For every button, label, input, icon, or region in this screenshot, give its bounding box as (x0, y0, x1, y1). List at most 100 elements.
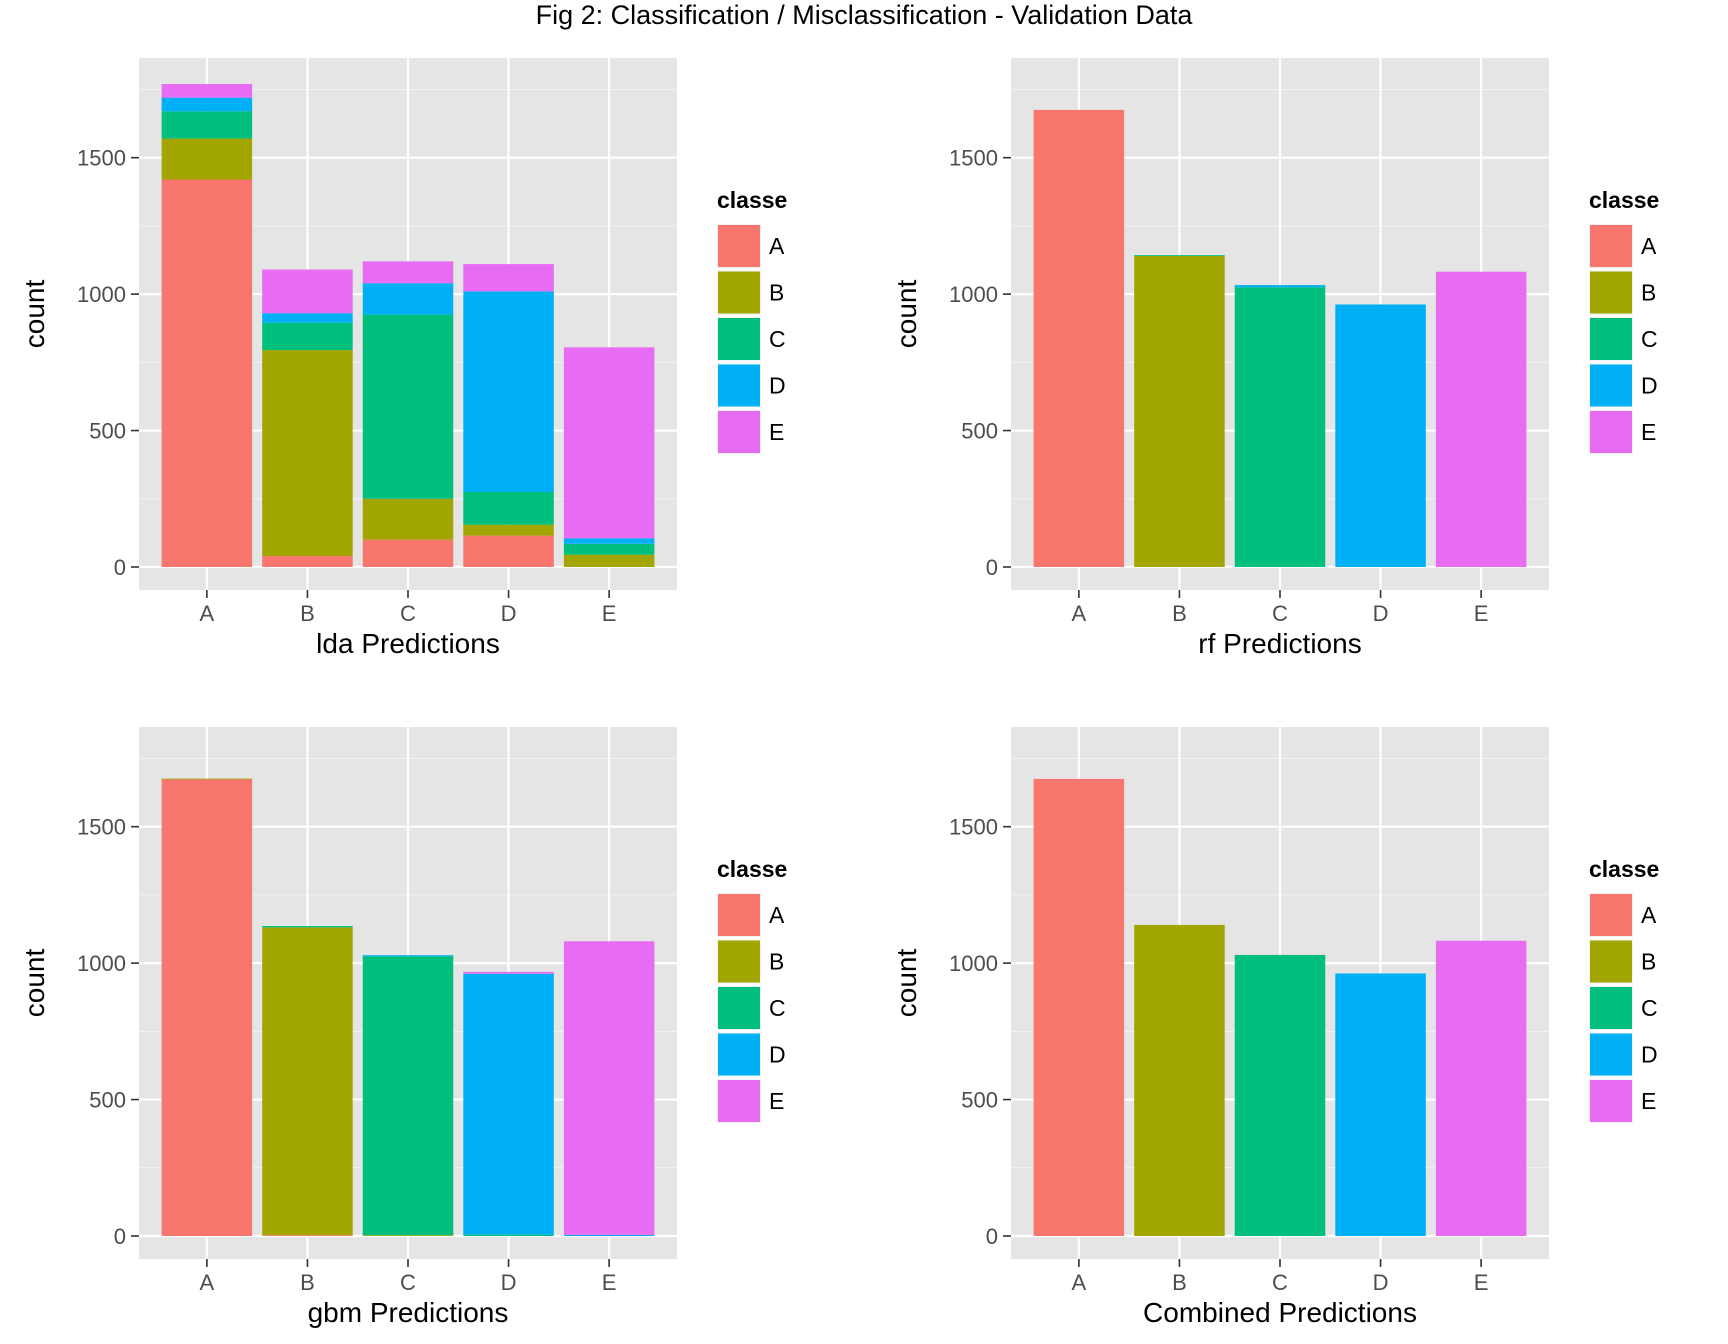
legend-key-C (718, 987, 760, 1029)
legend-key-C (1590, 987, 1632, 1029)
x-tick-label: C (1272, 1270, 1288, 1295)
bar-B-classe-A (262, 556, 353, 567)
legend-label-D: D (769, 373, 786, 399)
legend-label-A: A (769, 233, 785, 259)
x-tick-label: B (1172, 601, 1187, 626)
legend-title: classe (1589, 856, 1659, 882)
legend-key-D (1590, 364, 1632, 407)
bar-B-classe-C (262, 322, 353, 351)
bar-B-classe-B (1134, 924, 1225, 1236)
legend-label-E: E (769, 1088, 784, 1114)
legend-label-D: D (1641, 1042, 1658, 1068)
bar-C-classe-B (362, 498, 454, 540)
y-tick-label: 1000 (77, 951, 126, 976)
legend-key-B (1590, 940, 1632, 983)
bar-C-classe-D (1234, 285, 1326, 288)
x-tick-label: A (200, 1270, 215, 1295)
bar-A-classe-A (1033, 778, 1125, 1236)
bar-B-classe-B (1134, 255, 1225, 567)
y-tick-label: 1000 (77, 282, 126, 307)
legend-title: classe (1589, 187, 1659, 213)
x-tick-label: D (1373, 1270, 1389, 1295)
legend-key-A (1590, 225, 1632, 267)
bar-D-classe-D (463, 973, 554, 1235)
legend-label-B: B (1641, 949, 1656, 975)
x-axis-label: Combined Predictions (1143, 1297, 1417, 1328)
legend-key-B (718, 940, 760, 983)
bar-A-classe-A (1033, 109, 1125, 567)
legend-label-C: C (1641, 326, 1658, 352)
x-tick-label: B (1172, 1270, 1187, 1295)
bar-E-classe-B (563, 554, 655, 567)
legend-label-A: A (769, 902, 785, 928)
y-axis-label: count (19, 280, 50, 349)
legend-label-A: A (1641, 902, 1657, 928)
y-tick-label: 0 (114, 555, 126, 580)
legend-key-E (1590, 411, 1632, 453)
legend-key-D (718, 1033, 760, 1076)
x-tick-label: B (300, 1270, 315, 1295)
bar-B-classe-A (262, 1235, 353, 1236)
legend-key-E (718, 1080, 760, 1122)
bar-A-classe-B (161, 778, 253, 780)
legend-key-E (718, 411, 760, 453)
x-tick-label: C (1272, 601, 1288, 626)
bar-D-classe-B (463, 524, 554, 536)
bar-E-classe-E (1435, 271, 1527, 567)
x-tick-label: D (501, 601, 517, 626)
y-tick-label: 0 (986, 1224, 998, 1249)
x-tick-label: E (1474, 601, 1489, 626)
legend-label-B: B (1641, 280, 1656, 306)
legend-label-B: B (769, 280, 784, 306)
bar-A-classe-D (161, 97, 253, 112)
legend-title: classe (717, 856, 787, 882)
legend-key-B (718, 271, 760, 314)
legend-label-E: E (769, 419, 784, 445)
x-tick-label: D (1373, 601, 1389, 626)
x-tick-label: C (400, 1270, 416, 1295)
legend-key-A (718, 894, 760, 936)
figure-title: Fig 2: Classification / Misclassificatio… (535, 0, 1193, 30)
bar-D-classe-D (463, 291, 554, 492)
x-tick-label: B (300, 601, 315, 626)
y-tick-label: 1500 (77, 815, 126, 840)
x-tick-label: A (200, 601, 215, 626)
legend-label-C: C (769, 995, 786, 1021)
legend-key-C (1590, 318, 1632, 360)
bar-D-classe-A (463, 535, 554, 567)
x-tick-label: A (1072, 601, 1087, 626)
bar-A-classe-A (161, 779, 253, 1236)
bar-C-classe-C (1234, 954, 1326, 1236)
bar-C-classe-B (362, 1235, 454, 1236)
legend-title: classe (717, 187, 787, 213)
x-tick-label: C (400, 601, 416, 626)
bar-B-classe-E (262, 269, 353, 314)
legend-label-D: D (1641, 373, 1658, 399)
x-axis-label: lda Predictions (316, 628, 500, 659)
x-tick-label: D (501, 1270, 517, 1295)
legend-key-D (1590, 1033, 1632, 1076)
bar-B-classe-C (1134, 255, 1225, 256)
y-tick-label: 500 (961, 419, 998, 444)
legend-key-E (1590, 1080, 1632, 1122)
bar-B-classe-B (262, 927, 353, 1236)
bar-D-classe-C (463, 491, 554, 525)
bar-A-classe-C (161, 111, 253, 139)
bar-C-classe-D (362, 955, 454, 957)
bar-D-classe-C (463, 1234, 554, 1236)
bar-E-classe-E (1435, 940, 1527, 1236)
bar-C-classe-C (362, 956, 454, 1236)
legend-label-C: C (769, 326, 786, 352)
x-axis-label: gbm Predictions (308, 1297, 509, 1328)
bar-E-classe-D (563, 1234, 655, 1236)
legend-key-B (1590, 271, 1632, 314)
y-axis-label: count (891, 949, 922, 1018)
y-tick-label: 0 (114, 1224, 126, 1249)
bar-B-classe-D (262, 313, 353, 323)
y-tick-label: 0 (986, 555, 998, 580)
